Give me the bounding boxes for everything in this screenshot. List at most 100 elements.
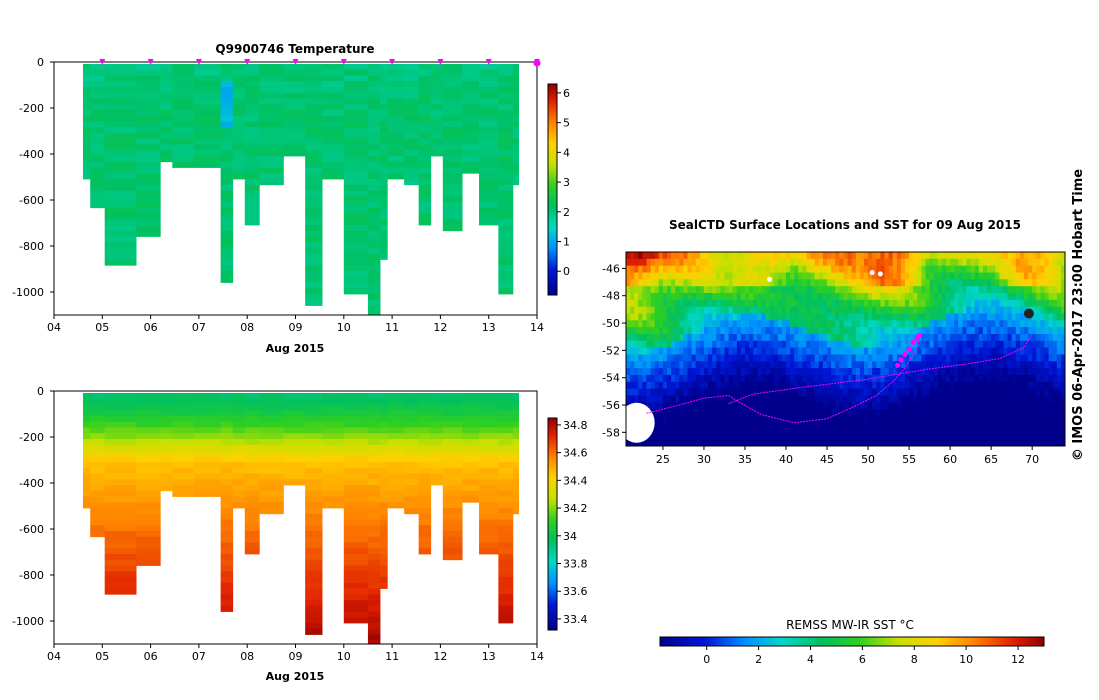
sst-cell [1019,334,1025,342]
sst-cell [855,293,861,301]
sst-cell [909,347,914,356]
section-cell [322,121,345,128]
sst-cell [728,306,734,315]
section-cell [244,502,260,509]
sst-cell [806,381,812,390]
sst-cell [843,381,849,390]
sst-cell [724,402,730,410]
section-cell [380,433,388,440]
section-cell [220,479,234,486]
surface-location [898,357,904,363]
sst-cell [868,409,873,417]
sst-cell [662,279,668,287]
sst-cell [831,354,836,362]
section-cell [220,156,234,163]
section-cell [418,548,432,555]
section-cell [104,115,137,122]
section-cell [220,144,234,151]
sst-cell [1048,272,1054,280]
section-cell [232,138,246,145]
sst-cell [708,388,713,397]
section-cell [404,133,420,140]
section-cell [305,531,323,538]
section-cell [244,467,260,474]
map-x-tick-label: 55 [902,453,916,466]
sst-cell [1060,258,1065,267]
sst-cell [880,252,886,260]
sst-cell [933,368,939,376]
sst-cell [827,279,832,287]
section-cell [498,138,514,145]
sst-cell [864,313,869,321]
sst-cell [773,313,779,321]
sst-cell [859,340,865,349]
sst-cell [925,286,931,294]
sst-cell [962,443,968,446]
sst-cell [712,258,717,267]
sst-cell [790,320,795,328]
sst-cell [790,327,795,335]
section-cell [136,536,161,543]
sst-cell [933,340,939,349]
sst-cell [646,334,652,342]
sst-cell [982,415,988,424]
sst-cell [864,395,869,403]
sst-cell [843,375,849,383]
sst-cell [1036,381,1041,390]
section-cell [498,81,514,88]
sst-cell [646,252,652,260]
section-cell [305,577,323,584]
section-cell [380,410,388,417]
sst-cell [1011,375,1017,383]
sst-cell [933,395,939,403]
section-cell [220,230,234,237]
sst-cell [761,306,767,315]
sst-cell [999,286,1005,294]
section-cell [220,104,234,111]
sst-cell [1044,320,1050,328]
sst-cell [1019,293,1025,301]
sst-cell [884,265,890,274]
sst-cell [999,252,1005,260]
section-cell [136,519,161,526]
section-cell [104,173,137,180]
sst-cell [884,252,890,260]
sst-cell [806,265,812,274]
section-cell [430,439,444,446]
sst-cell [1015,306,1021,315]
section-cell [104,207,137,214]
sst-cell [913,402,918,410]
sst-cell [917,299,922,308]
section-cell [220,467,234,474]
section-cell [479,485,499,492]
section-cell [343,531,369,538]
section-cell [244,190,260,197]
sst-cell [1044,429,1050,438]
sst-cell [900,375,906,383]
sst-cell [786,293,791,301]
sst-cell [991,313,996,321]
sst-cell [642,443,648,446]
sst-cell [1015,429,1021,438]
sst-cell [662,334,668,342]
sst-cell [712,279,717,287]
sst-cell [978,354,984,362]
sst-cell [822,354,828,362]
sst-cell [794,368,799,376]
section-cell [380,421,388,428]
sst-cell [1011,347,1017,356]
sst-cell [749,279,754,287]
sst-cell [913,340,918,349]
sst-cell [773,293,779,301]
sst-cell [1011,381,1017,390]
sst-cell [708,375,713,383]
sst-cell [966,354,972,362]
section-cell [283,427,306,434]
sst-cell [638,258,643,267]
section-cell [462,398,480,405]
section-cell [244,427,260,434]
sst-cell [900,381,906,390]
section-cell [387,115,405,122]
section-cell [305,242,323,249]
sst-cell [974,402,980,410]
